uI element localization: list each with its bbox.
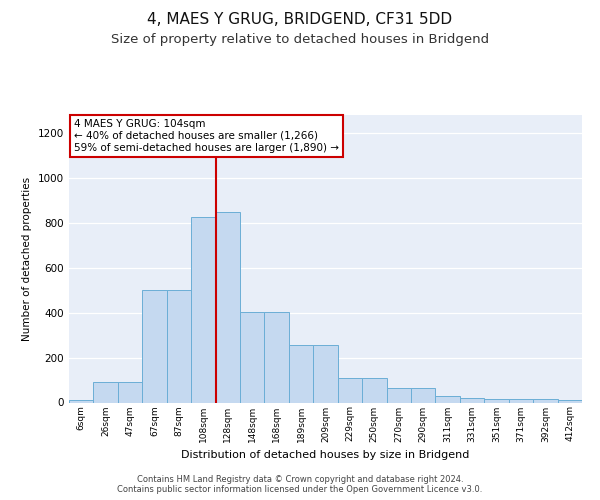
Bar — [167, 290, 191, 403]
Text: Contains HM Land Registry data © Crown copyright and database right 2024.
Contai: Contains HM Land Registry data © Crown c… — [118, 474, 482, 494]
Bar — [411, 388, 436, 402]
Bar — [533, 399, 557, 402]
Bar — [386, 388, 411, 402]
Y-axis label: Number of detached properties: Number of detached properties — [22, 176, 32, 341]
Text: 4 MAES Y GRUG: 104sqm
← 40% of detached houses are smaller (1,266)
59% of semi-d: 4 MAES Y GRUG: 104sqm ← 40% of detached … — [74, 120, 339, 152]
Bar — [265, 312, 289, 402]
Bar — [142, 290, 167, 403]
Bar — [362, 378, 386, 402]
Bar — [436, 396, 460, 402]
Bar — [509, 399, 533, 402]
Bar — [191, 217, 215, 402]
Bar — [215, 212, 240, 402]
X-axis label: Distribution of detached houses by size in Bridgend: Distribution of detached houses by size … — [181, 450, 470, 460]
Bar — [484, 399, 509, 402]
Bar — [338, 378, 362, 402]
Bar — [460, 398, 484, 402]
Bar — [69, 400, 94, 402]
Bar — [94, 382, 118, 402]
Bar — [240, 312, 265, 402]
Bar — [313, 345, 338, 403]
Text: Size of property relative to detached houses in Bridgend: Size of property relative to detached ho… — [111, 32, 489, 46]
Bar — [289, 345, 313, 403]
Bar — [557, 400, 582, 402]
Text: 4, MAES Y GRUG, BRIDGEND, CF31 5DD: 4, MAES Y GRUG, BRIDGEND, CF31 5DD — [148, 12, 452, 28]
Bar — [118, 382, 142, 402]
